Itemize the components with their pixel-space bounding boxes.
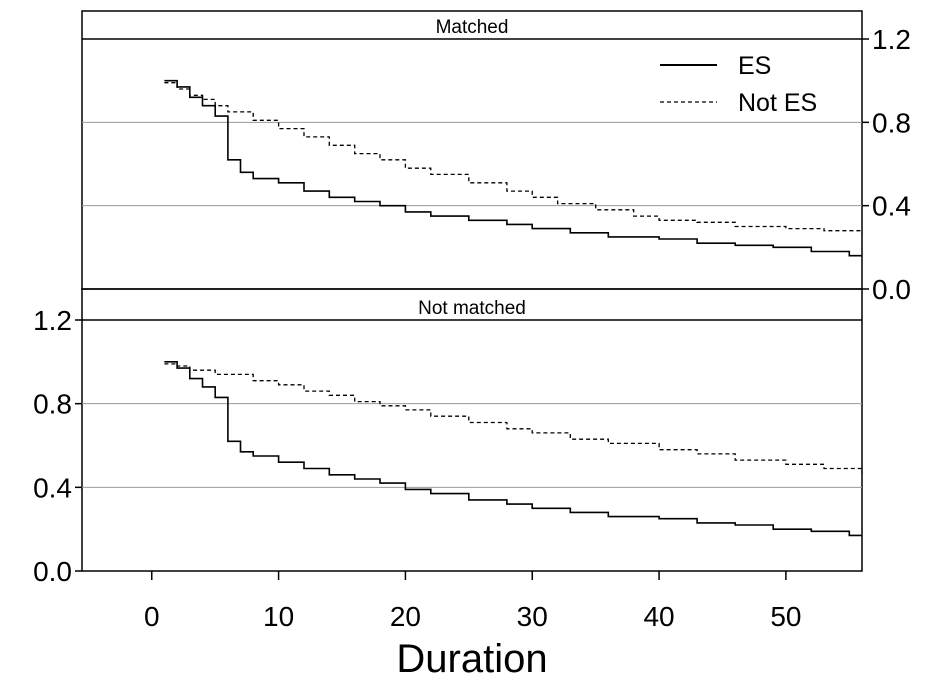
legend-label-not-es: Not ES: [738, 89, 817, 117]
x-tick-label: 0: [144, 601, 160, 632]
series-line-not-es: [164, 363, 863, 473]
not-matched-panel-frame: [81, 288, 863, 572]
y-tick-label: 0.0: [33, 556, 72, 587]
x-tick-label: 30: [517, 601, 548, 632]
y-tick-label: 1.2: [33, 305, 72, 336]
x-axis-label: Duration: [396, 637, 547, 680]
y-tick-label: 1.2: [872, 24, 911, 55]
x-tick-label: 40: [643, 601, 674, 632]
legend-label-es: ES: [738, 52, 771, 80]
axes: 0.0 0.4 0.8 1.2 0.0 0.4 0.8 1.2 0 10 20 30 40 50: [33, 24, 911, 632]
series-line-not-es: [164, 82, 863, 233]
y-tick-label: 0.4: [872, 191, 911, 222]
x-tick-label: 10: [263, 601, 294, 632]
matched-panel-title: Matched: [436, 17, 509, 38]
y-tick-label: 0.4: [33, 472, 72, 503]
series-lines: [164, 79, 863, 537]
x-tick-label: 50: [770, 601, 801, 632]
legend: ES Not ES: [660, 52, 817, 117]
not-matched-panel-title: Not matched: [418, 298, 526, 319]
y-tick-label: 0.8: [872, 107, 911, 138]
y-tick-label: 0.8: [33, 389, 72, 420]
gridlines: [82, 121, 862, 488]
y-tick-label: 0.0: [872, 274, 911, 305]
series-line-es: [164, 361, 862, 537]
x-tick-label: 20: [390, 601, 421, 632]
series-line-es: [164, 79, 862, 257]
